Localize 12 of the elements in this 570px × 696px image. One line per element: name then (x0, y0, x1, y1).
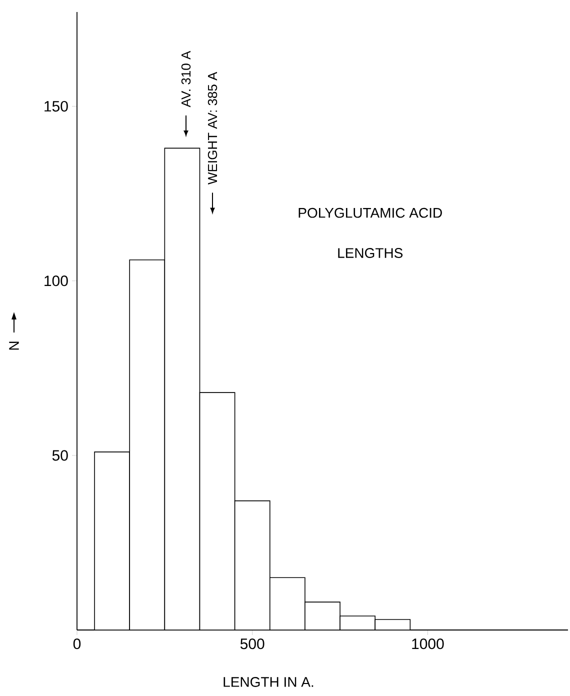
y-tick-label: 100 (44, 276, 68, 286)
x-tick-label: 1000 (412, 638, 444, 650)
annotation: AV. 310 A (181, 50, 191, 108)
y-tick-label: 50 (52, 450, 68, 461)
x-axis-title: LENGTH IN A. (224, 677, 314, 687)
y-tick-label: 150 (44, 100, 68, 112)
x-tick-label: 0 (73, 638, 81, 650)
text: LENGTHS (338, 248, 403, 258)
text: POLYGLUTAMIC ACID (298, 208, 442, 218)
x-tick-label: 500 (240, 638, 264, 650)
y-axis-title: N (9, 342, 19, 350)
annotation: WEIGHT AV: 385 A (208, 72, 218, 184)
